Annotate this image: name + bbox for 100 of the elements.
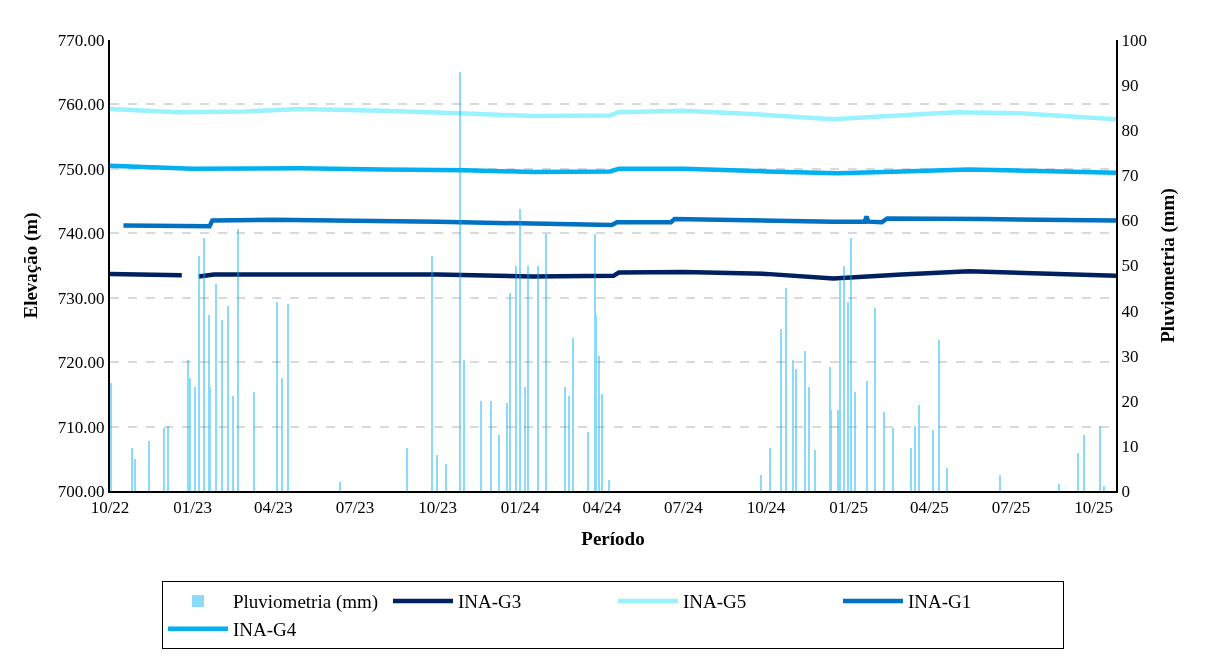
x-tick-label: 10/25: [1074, 498, 1113, 518]
y-tick-label: 720.00: [57, 353, 105, 373]
bar: [914, 426, 916, 491]
bar: [839, 281, 841, 491]
bar: [406, 448, 408, 491]
x-axis-title: Período: [581, 527, 645, 549]
bar: [568, 396, 570, 491]
bar: [515, 266, 517, 491]
line-series: [121, 214, 1116, 229]
bar: [785, 288, 787, 491]
bar: [608, 480, 610, 491]
bar: [1083, 435, 1085, 491]
x-tick-label: 10/23: [418, 498, 457, 518]
bar: [463, 360, 465, 491]
bar: [808, 387, 810, 491]
bar: [595, 315, 597, 491]
bar: [932, 430, 934, 491]
bar: [830, 410, 832, 491]
y-tick-label: 730.00: [57, 288, 105, 308]
bar: [910, 448, 912, 491]
bar: [999, 475, 1001, 491]
y2-tick-label: 80: [1121, 121, 1139, 141]
bar: [892, 428, 894, 491]
bar: [792, 360, 794, 491]
legend-label: INA-G3: [458, 591, 522, 613]
bar: [490, 401, 492, 491]
bar: [237, 229, 239, 491]
bar: [837, 410, 839, 491]
y-tick-label: 770.00: [57, 30, 105, 50]
bar: [215, 284, 217, 491]
bar: [874, 308, 876, 491]
bar: [339, 482, 341, 491]
bar: [131, 448, 133, 491]
legend-label: INA-G1: [908, 591, 972, 613]
bar: [843, 266, 845, 491]
bar: [854, 392, 856, 491]
bar: [598, 356, 600, 491]
legend-label: INA-G4: [233, 619, 297, 641]
bar: [537, 266, 539, 491]
bar: [564, 387, 566, 491]
y2-tick-label: 60: [1121, 211, 1139, 231]
legend-label: INA-G5: [683, 591, 747, 613]
bar: [227, 306, 229, 491]
bar: [276, 302, 278, 491]
x-tick-label: 07/25: [991, 498, 1031, 518]
bar: [795, 369, 797, 491]
bar: [938, 340, 940, 491]
bar: [918, 405, 920, 491]
bar: [209, 387, 211, 491]
y2-tick-label: 10: [1121, 436, 1139, 456]
bar: [509, 293, 511, 491]
bar: [203, 238, 205, 491]
bar: [850, 238, 852, 491]
y-tick-label: 740.00: [57, 224, 105, 244]
bar: [1099, 426, 1101, 491]
y-axis-title: Elevação (m): [20, 212, 43, 319]
bar: [866, 381, 868, 491]
x-tick-label: 07/23: [335, 498, 375, 518]
bar: [814, 450, 816, 491]
bar: [804, 351, 806, 491]
x-tick-label: 04/25: [909, 498, 949, 518]
bar: [110, 383, 112, 491]
y2-tick-label: 70: [1121, 166, 1139, 186]
bar: [506, 403, 508, 491]
bar: [281, 378, 283, 491]
bar: [524, 387, 526, 491]
bar: [601, 394, 603, 491]
bar: [134, 459, 136, 491]
bar: [198, 256, 200, 491]
bar: [480, 401, 482, 491]
y2-tick-label: 100: [1121, 30, 1147, 50]
bar: [187, 360, 189, 491]
bar: [847, 302, 849, 491]
line-series: [110, 163, 1116, 176]
bar: [445, 464, 447, 491]
y2-tick-label: 90: [1121, 76, 1139, 96]
bar: [167, 426, 169, 491]
x-tick-label: 01/23: [173, 498, 212, 518]
bar: [1058, 484, 1060, 491]
y2-tick-label: 30: [1121, 346, 1139, 366]
bar: [1103, 486, 1105, 491]
bar: [780, 329, 782, 491]
bar: [519, 209, 521, 491]
bar: [1077, 453, 1079, 491]
bar: [946, 468, 948, 491]
bar: [769, 448, 771, 491]
bar: [287, 304, 289, 491]
y2-axis-title: Pluviometria (mm): [1157, 188, 1180, 343]
bar: [527, 266, 529, 491]
x-tick-label: 10/22: [90, 498, 130, 518]
bar: [253, 392, 255, 491]
x-tick-label: 01/24: [500, 498, 540, 518]
x-tick-label: 07/24: [664, 498, 704, 518]
bar: [498, 435, 500, 491]
legend-label: Pluviometria (mm): [233, 591, 379, 614]
y-tick-label: 710.00: [57, 417, 105, 437]
y2-tick-label: 20: [1121, 391, 1139, 411]
bar: [221, 320, 223, 491]
x-tick-label: 04/23: [253, 498, 293, 518]
bar: [545, 234, 547, 491]
